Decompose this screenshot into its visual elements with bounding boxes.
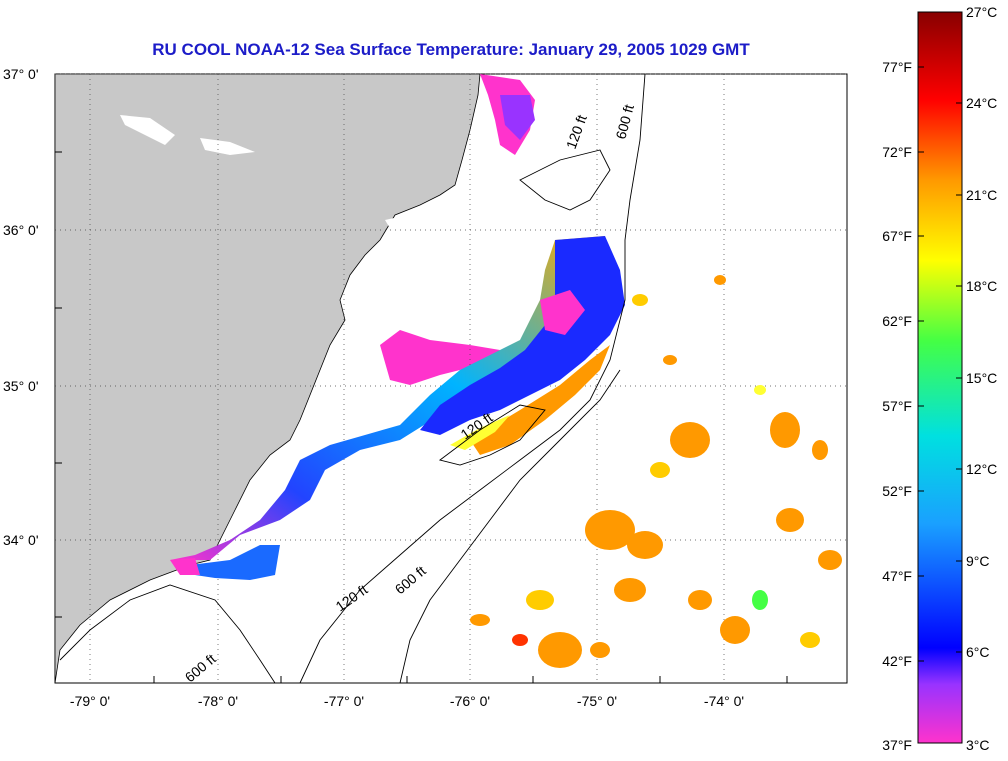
river-white-2 [200,138,255,155]
sst-shelf-warm [470,345,610,455]
sst-shelf-blue [420,236,625,435]
lon-label: -77° 0' [324,693,364,709]
pamlico-pink [380,330,500,385]
colorbar-ticks [918,66,962,662]
colorbar-f-label: 57°F [882,398,912,414]
colorbar-f-label: 37°F [882,737,912,753]
colorbar-c-label: 6°C [966,644,990,660]
colorbar-f-label: 67°F [882,228,912,244]
colorbar-c-label: 27°C [966,4,997,20]
sst-south-pink [170,558,200,575]
lon-label: -75° 0' [577,693,617,709]
colorbar [917,11,963,744]
bathymetry-contours [59,73,646,684]
colorbar-f-label: 77°F [882,59,912,75]
land-mass [54,73,481,684]
lat-label: 37° 0' [3,66,39,82]
colorbar-c-label: 12°C [966,461,997,477]
sst-offshore-patches [470,275,842,668]
colorbar-f-label: 72°F [882,144,912,160]
lat-label: 34° 0' [3,532,39,548]
albemarle-sound [385,200,500,285]
lon-label: -76° 0' [450,693,490,709]
colorbar-c-label: 24°C [966,95,997,111]
lat-label: 36° 0' [3,222,39,238]
frame-ticks [55,151,788,683]
lon-label: -78° 0' [198,693,238,709]
sst-north-band-purple [500,95,535,140]
colorbar-f-label: 42°F [882,653,912,669]
colorbar-f-label: 52°F [882,483,912,499]
map-title: RU COOL NOAA-12 Sea Surface Temperature:… [152,40,750,59]
lon-label: -79° 0' [70,693,110,709]
colorbar-c-label: 9°C [966,553,990,569]
river-white [120,115,175,145]
colorbar-c-label: 3°C [966,737,990,753]
colorbar-c-label: 21°C [966,187,997,203]
colorbar-c-label: 15°C [966,370,997,386]
colorbar-f-label: 47°F [882,568,912,584]
colorbar-f-label: 62°F [882,313,912,329]
lat-label: 35° 0' [3,378,39,394]
colorbar-c-label: 18°C [966,278,997,294]
sst-south-blue [190,545,280,580]
lon-label: -74° 0' [704,693,744,709]
sst-inlet-pink [540,290,585,335]
